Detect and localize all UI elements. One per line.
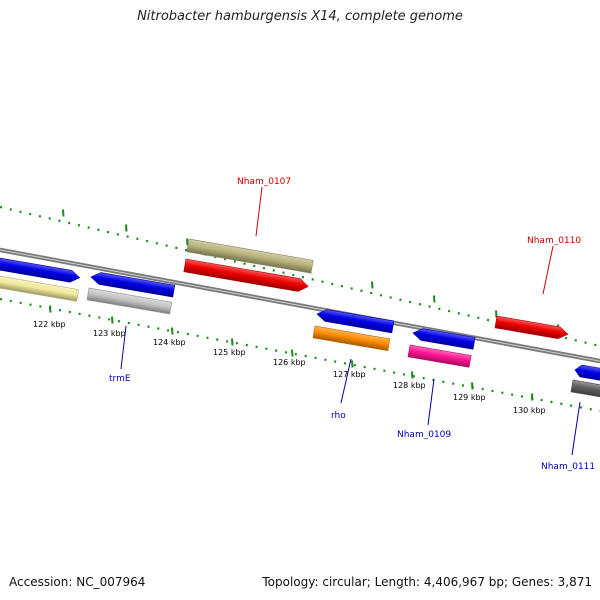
topology-summary: Topology: circular; Length: 4,406,967 bp… bbox=[262, 575, 592, 589]
lower-track-tick bbox=[111, 316, 114, 324]
gene-nham-0110 bbox=[494, 315, 569, 339]
label-leader-line bbox=[340, 358, 352, 404]
lower-track-tick bbox=[531, 393, 534, 401]
gene-label: trmE bbox=[109, 374, 131, 384]
upper-track-tick bbox=[433, 295, 436, 303]
lower-track-tick bbox=[471, 382, 474, 390]
label-leader-line bbox=[255, 186, 263, 237]
accession-text: Accession: NC_007964 bbox=[9, 575, 146, 589]
gene-blue-forward-left bbox=[0, 256, 81, 283]
label-leader-line bbox=[120, 325, 127, 370]
lower-track-tick bbox=[411, 371, 414, 379]
gene-trme bbox=[90, 272, 176, 298]
lower-track-tick bbox=[49, 305, 52, 313]
gene-label: Nham_0107 bbox=[237, 177, 291, 187]
lower-dotted-track bbox=[0, 297, 600, 413]
scale-label: 130 kbp bbox=[513, 406, 546, 415]
lower-track-tick bbox=[291, 349, 294, 357]
scale-label: 126 kbp bbox=[273, 358, 306, 367]
label-leader-line bbox=[542, 245, 554, 295]
scale-label: 127 kbp bbox=[333, 370, 366, 379]
lower-track-tick bbox=[351, 360, 354, 368]
gene-blue-reverse-mid bbox=[412, 328, 476, 350]
gene-label: Nham_0110 bbox=[527, 236, 581, 246]
gene-nham-0107 bbox=[183, 258, 309, 292]
upper-track-tick bbox=[371, 281, 374, 289]
gene-nham-0111 bbox=[570, 379, 600, 399]
gene-pale-yellow-left bbox=[0, 274, 80, 302]
scale-label: 128 kbp bbox=[393, 381, 426, 390]
gene-label: Nham_0111 bbox=[541, 462, 595, 472]
backbone-highlight bbox=[0, 249, 600, 362]
gene-olive-band bbox=[186, 238, 314, 274]
scale-label: 122 kbp bbox=[33, 320, 66, 329]
gene-blue-reverse-right bbox=[574, 364, 600, 383]
upper-track-tick bbox=[125, 224, 128, 232]
map-title: Nitrobacter hamburgensis X14, complete g… bbox=[137, 9, 463, 24]
lower-track-tick bbox=[171, 327, 174, 335]
upper-track-tick bbox=[495, 310, 498, 318]
upper-track-tick bbox=[186, 238, 189, 246]
gene-nham-0109 bbox=[407, 344, 472, 368]
gene-gray-left bbox=[86, 287, 173, 315]
upper-track-tick bbox=[62, 209, 65, 217]
scale-label: 129 kbp bbox=[453, 393, 486, 402]
gene-label: rho bbox=[331, 411, 346, 421]
gene-label: Nham_0109 bbox=[397, 430, 451, 440]
gene-rho bbox=[316, 309, 395, 334]
lower-track-tick bbox=[231, 338, 234, 346]
scale-label: 123 kbp bbox=[93, 329, 126, 338]
scale-label: 124 kbp bbox=[153, 338, 186, 347]
scale-label: 125 kbp bbox=[213, 348, 246, 357]
label-leader-line bbox=[571, 401, 581, 456]
gene-orange-band bbox=[312, 325, 391, 352]
label-leader-line bbox=[427, 378, 435, 426]
